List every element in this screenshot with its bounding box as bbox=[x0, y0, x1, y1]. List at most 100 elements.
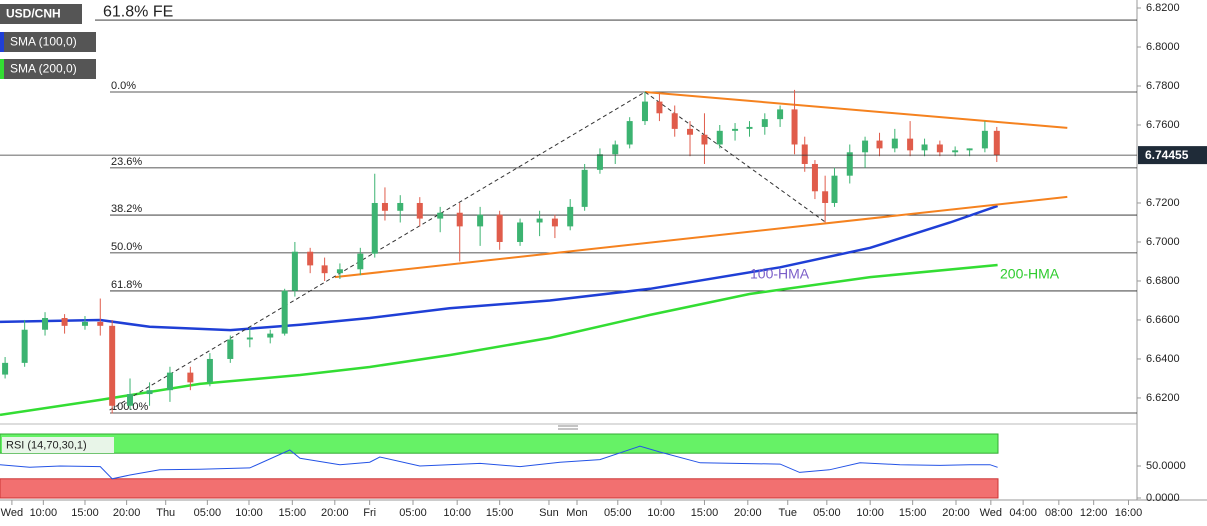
candle-body bbox=[641, 101, 648, 122]
x-tick-label: 12:00 bbox=[1080, 507, 1108, 519]
y-tick-label: 6.7800 bbox=[1146, 80, 1180, 92]
legend-swatch bbox=[0, 32, 4, 52]
x-tick-label: 10:00 bbox=[856, 507, 884, 519]
candle-body bbox=[437, 212, 444, 219]
candle-body bbox=[671, 113, 678, 129]
candle-body bbox=[551, 218, 558, 227]
legend-swatch bbox=[0, 59, 4, 79]
x-tick-label: Mon bbox=[566, 507, 587, 519]
candle-body bbox=[907, 138, 914, 151]
candle-body bbox=[567, 206, 574, 227]
x-tick-label: 15:00 bbox=[486, 507, 514, 519]
x-tick-label: Sun bbox=[539, 507, 559, 519]
oversold-zone bbox=[0, 478, 999, 499]
y-tick-label: 6.7600 bbox=[1146, 119, 1180, 131]
candle-body bbox=[952, 150, 959, 153]
candle-body bbox=[777, 109, 784, 120]
candle-body bbox=[206, 358, 213, 383]
symbol-box bbox=[0, 4, 82, 24]
candle-body bbox=[456, 212, 463, 227]
candle-body bbox=[732, 128, 739, 131]
x-tick-label: 08:00 bbox=[1045, 507, 1073, 519]
candle-body bbox=[477, 214, 484, 227]
candle-body bbox=[127, 394, 134, 406]
candle-body bbox=[791, 109, 798, 145]
candle-body bbox=[81, 321, 88, 326]
candle-body bbox=[187, 372, 194, 383]
rsi-line bbox=[0, 445, 998, 480]
candle-body bbox=[416, 202, 423, 219]
x-tick-label: 04:00 bbox=[1009, 507, 1037, 519]
x-tick-label: 10:00 bbox=[647, 507, 675, 519]
candle-body bbox=[336, 269, 343, 274]
candle-body bbox=[381, 202, 388, 211]
fib-extension-label: 61.8% FE bbox=[103, 3, 173, 20]
candle-body bbox=[61, 318, 68, 326]
y-tick-label: 6.6400 bbox=[1146, 353, 1180, 365]
moving-average bbox=[0, 263, 998, 417]
candle-body bbox=[397, 202, 404, 211]
last-price-box bbox=[1138, 146, 1207, 165]
candle-body bbox=[862, 140, 869, 153]
rsi-y-tick-label: 50.0000 bbox=[1146, 460, 1186, 472]
x-tick-label: Fri bbox=[363, 507, 376, 519]
x-tick-label: 15:00 bbox=[279, 507, 307, 519]
x-tick-label: 05:00 bbox=[813, 507, 841, 519]
rsi-title: RSI (14,70,30,1) bbox=[6, 439, 87, 451]
fib-label: 23.6% bbox=[111, 156, 142, 168]
candle-body bbox=[716, 130, 723, 145]
candle-body bbox=[307, 251, 314, 266]
y-tick-label: 6.7200 bbox=[1146, 197, 1180, 209]
candle-body bbox=[981, 130, 988, 149]
x-tick-label: 15:00 bbox=[691, 507, 719, 519]
symbol: USD/CNH bbox=[6, 7, 61, 21]
x-tick-label: 20:00 bbox=[321, 507, 349, 519]
y-tick-label: 6.6200 bbox=[1146, 392, 1180, 404]
swing-path bbox=[109, 91, 826, 411]
last-price-label: 6.74455 bbox=[1145, 148, 1189, 162]
candle-body bbox=[146, 390, 153, 395]
legend-label: SMA (200,0) bbox=[10, 62, 77, 76]
y-tick-label: 6.8000 bbox=[1146, 41, 1180, 53]
candle-body bbox=[921, 144, 928, 151]
x-tick-label: 10:00 bbox=[443, 507, 471, 519]
candle-body bbox=[596, 154, 603, 170]
candle-body bbox=[822, 191, 829, 203]
fib-label: 61.8% bbox=[111, 279, 142, 291]
x-tick-label: 15:00 bbox=[899, 507, 927, 519]
legend-label: SMA (100,0) bbox=[10, 35, 77, 49]
candle-body bbox=[267, 333, 274, 338]
candle-body bbox=[581, 169, 588, 207]
x-tick-label: 05:00 bbox=[194, 507, 222, 519]
fib-label: 0.0% bbox=[111, 80, 136, 92]
candle-body bbox=[246, 337, 253, 340]
candle-body bbox=[21, 329, 28, 363]
candle-body bbox=[291, 251, 298, 291]
x-tick-label: 20:00 bbox=[942, 507, 970, 519]
ma-annotation: 100-HMA bbox=[750, 266, 810, 282]
candle-body bbox=[496, 214, 503, 242]
x-tick-label: Tue bbox=[778, 507, 797, 519]
candle-body bbox=[966, 148, 973, 151]
x-tick-label: 15:00 bbox=[71, 507, 99, 519]
y-tick-label: 6.7000 bbox=[1146, 236, 1180, 248]
x-tick-label: 05:00 bbox=[604, 507, 632, 519]
candle-body bbox=[936, 144, 943, 153]
candle-body bbox=[321, 265, 328, 274]
candle-body bbox=[876, 140, 883, 149]
candle-body bbox=[831, 175, 838, 203]
candle-body bbox=[371, 202, 378, 254]
x-tick-label: 20:00 bbox=[734, 507, 762, 519]
rsi-title-box bbox=[2, 437, 114, 453]
candle-body bbox=[612, 144, 619, 155]
candle-body bbox=[746, 126, 753, 129]
candle-body bbox=[536, 218, 543, 223]
candle-body bbox=[811, 163, 818, 192]
candle-body bbox=[656, 101, 663, 114]
x-tick-label: 05:00 bbox=[399, 507, 427, 519]
x-tick-label: 10:00 bbox=[30, 507, 58, 519]
overbought-zone bbox=[0, 433, 999, 454]
y-tick-label: 6.8200 bbox=[1146, 2, 1180, 14]
legend-box bbox=[0, 59, 96, 79]
